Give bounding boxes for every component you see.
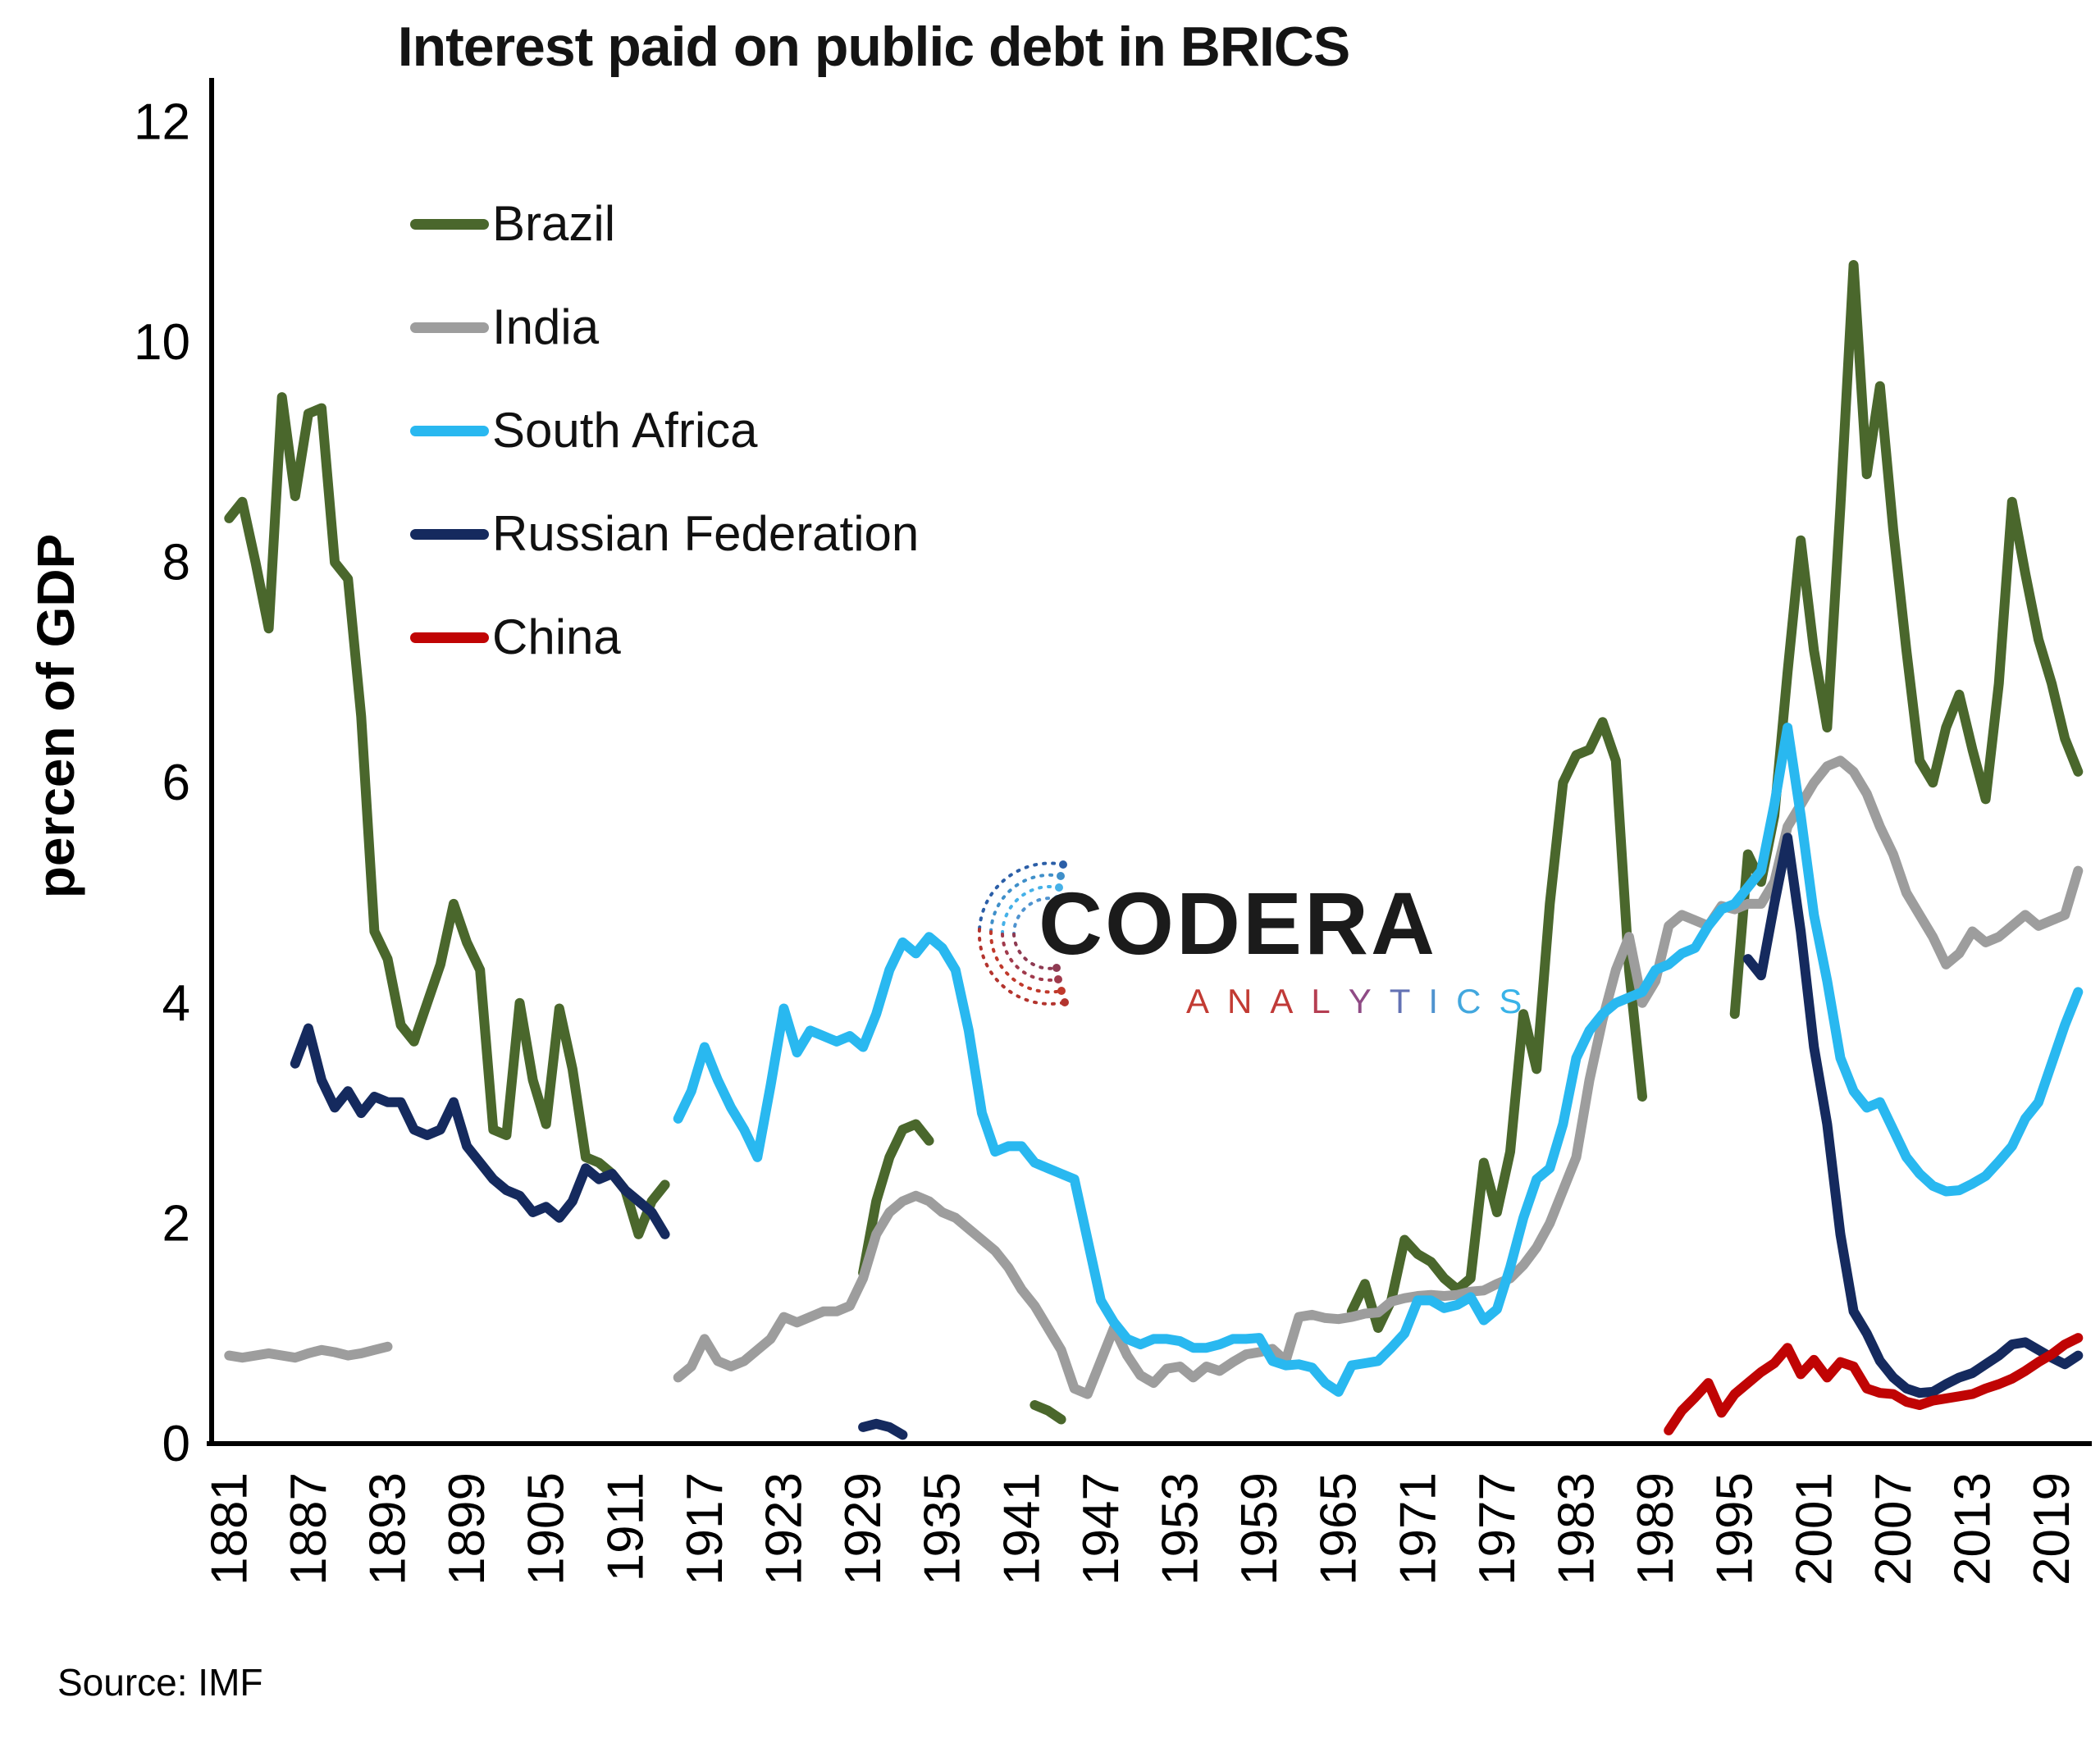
source-note: Source: IMF (57, 1661, 263, 1704)
series-india (224, 755, 2084, 1399)
series-segment-3 (1029, 1400, 1066, 1425)
x-tick-label-1995: 1995 (1707, 1472, 1764, 1586)
x-tick-label-1983: 1983 (1549, 1472, 1605, 1586)
south-africa-line-swatch (410, 425, 489, 436)
x-tick-label-1959: 1959 (1231, 1472, 1288, 1586)
x-tick-label-1911: 1911 (597, 1472, 654, 1581)
codera-wordmark: CODERA (1039, 874, 1438, 973)
x-tick-label-2007: 2007 (1865, 1472, 1922, 1586)
analytics-letter-t-5: T (1389, 982, 1411, 1020)
y-tick-label-6: 6 (162, 755, 190, 811)
x-tick-label-1893: 1893 (360, 1472, 417, 1586)
y-tick-label-2: 2 (162, 1195, 190, 1252)
analytics-letter-i-6: I (1428, 982, 1439, 1020)
chart-title: Interest paid on public debt in BRICS (397, 16, 1351, 78)
series-segment-3 (1742, 833, 2084, 1399)
legend-item-india: India (410, 276, 919, 379)
codera-logo-icon (977, 860, 1069, 1006)
legend-item-russian-federation: Russian Federation (410, 482, 919, 586)
legend-item-china: China (410, 586, 919, 689)
x-tick-label-1941: 1941 (993, 1472, 1050, 1586)
x-tick-label-1887: 1887 (281, 1472, 337, 1586)
china-line-swatch (410, 632, 489, 643)
analytics-letter-c-7: C (1456, 982, 1481, 1020)
series-segment-1 (1664, 1333, 2084, 1435)
x-tick-label-1989: 1989 (1628, 1472, 1684, 1586)
y-tick-label-8: 8 (162, 535, 190, 591)
legend-label-india: India (492, 299, 600, 354)
y-tick-label-0: 0 (162, 1416, 190, 1472)
analytics-letter-a-2: A (1270, 982, 1294, 1020)
x-tick-label-2013: 2013 (1945, 1472, 2002, 1586)
analytics-letter-a-0: A (1186, 982, 1210, 1020)
legend-item-south-africa: South Africa (410, 379, 919, 482)
legend-label-south-africa: South Africa (492, 403, 758, 458)
series-russian-federation (290, 833, 2084, 1440)
series-segment-1 (673, 723, 2084, 1397)
x-tick-label-1971: 1971 (1390, 1472, 1446, 1586)
legend-item-brazil: Brazil (410, 172, 919, 276)
x-tick-label-1965: 1965 (1311, 1472, 1367, 1586)
series-segment-1 (224, 1341, 393, 1363)
analytics-letter-l-3: L (1311, 982, 1331, 1020)
x-tick-label-1935: 1935 (915, 1472, 971, 1586)
series-south-africa (673, 723, 2084, 1397)
brazil-line-swatch (410, 218, 489, 230)
series-segment-4 (1346, 717, 1647, 1333)
series-segment-2 (858, 1418, 908, 1440)
series-segment-2 (858, 1119, 934, 1278)
series-segment-1 (224, 392, 670, 1239)
x-tick-label-1953: 1953 (1153, 1472, 1209, 1586)
x-tick-label-1977: 1977 (1469, 1472, 1526, 1586)
legend: Brazil India South Africa Russian Federa… (410, 172, 919, 689)
series-segment-2 (673, 755, 2084, 1399)
x-tick-label-2001: 2001 (1786, 1472, 1842, 1586)
russian-federation-line-swatch (410, 528, 489, 540)
y-tick-label-12: 12 (134, 94, 190, 150)
series-china (1664, 1333, 2084, 1435)
x-tick-label-1947: 1947 (1073, 1472, 1130, 1586)
x-tick-label-1917: 1917 (677, 1472, 733, 1586)
series-segment-5 (1729, 260, 2084, 1020)
legend-label-russian-federation: Russian Federation (492, 506, 920, 561)
y-tick-label-4: 4 (162, 975, 190, 1032)
legend-label-china: China (492, 609, 621, 664)
x-tick-label-2019: 2019 (2024, 1472, 2080, 1586)
series-brazil (224, 260, 2084, 1425)
x-tick-label-1923: 1923 (756, 1472, 813, 1586)
x-tick-label-1899: 1899 (439, 1472, 495, 1586)
analytics-letter-y-4: Y (1348, 982, 1372, 1020)
x-tick-label-1881: 1881 (201, 1472, 258, 1586)
y-tick-label-10: 10 (134, 314, 190, 371)
analytics-letter-n-1: N (1227, 982, 1253, 1020)
legend-label-brazil: Brazil (492, 196, 616, 251)
x-tick-label-1929: 1929 (835, 1472, 892, 1586)
india-line-swatch (410, 322, 489, 333)
x-tick-label-1905: 1905 (518, 1472, 575, 1586)
analytics-letter-s-8: S (1499, 982, 1522, 1020)
series-segment-1 (290, 1023, 670, 1239)
